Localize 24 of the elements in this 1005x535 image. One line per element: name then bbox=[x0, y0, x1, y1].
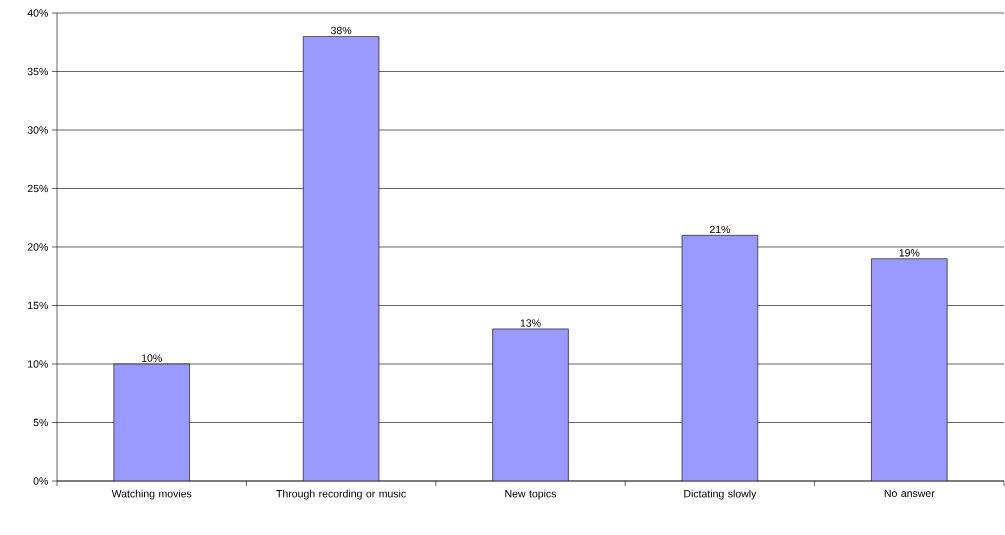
bar bbox=[681, 235, 759, 481]
x-tick-label: Watching movies bbox=[111, 489, 192, 500]
y-tick-label: 5% bbox=[33, 418, 48, 427]
data-label: 38% bbox=[331, 26, 352, 35]
data-label: 19% bbox=[899, 249, 920, 257]
bar bbox=[492, 328, 569, 481]
y-tick-label: 35% bbox=[27, 67, 48, 76]
x-tick-label: Through recording or music bbox=[276, 489, 406, 500]
bar bbox=[302, 36, 380, 481]
y-tick-label: 10% bbox=[28, 360, 48, 368]
bar bbox=[113, 363, 190, 481]
y-tick-label: 20% bbox=[27, 243, 48, 251]
data-label: 10% bbox=[141, 354, 162, 362]
y-tick-label: 40% bbox=[27, 9, 48, 17]
data-label: 21% bbox=[709, 225, 731, 234]
y-tick-label: 25% bbox=[27, 184, 48, 193]
x-tick-label: Dictating slowly bbox=[684, 489, 757, 500]
data-label: 13% bbox=[520, 319, 541, 327]
bar bbox=[871, 258, 948, 481]
x-tick-label: New topics bbox=[505, 489, 557, 500]
y-tick-label: 30% bbox=[27, 126, 48, 134]
x-tick-label: No answer bbox=[884, 489, 935, 498]
y-tick-label: 15% bbox=[28, 301, 48, 310]
y-tick-label: 0% bbox=[33, 477, 48, 485]
